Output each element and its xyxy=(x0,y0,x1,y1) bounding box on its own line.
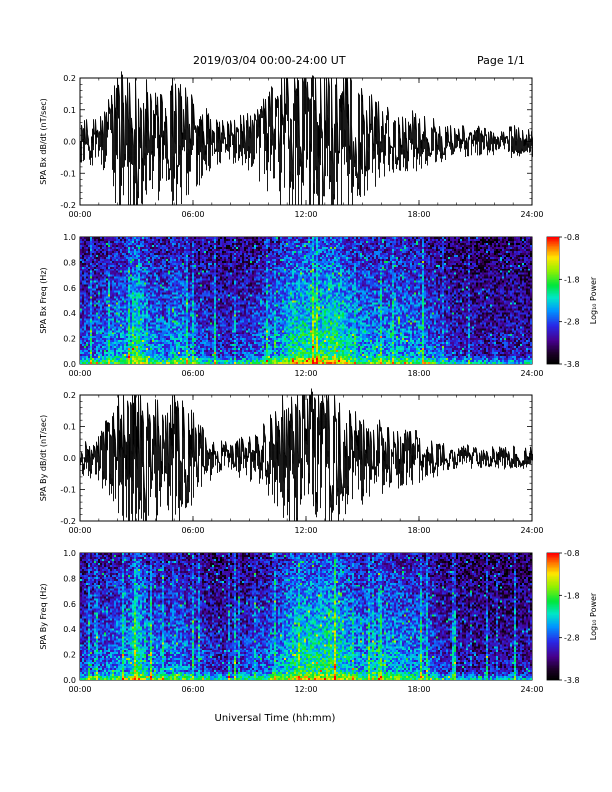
x-tick-label: 24:00 xyxy=(520,369,543,378)
series-line-3 xyxy=(80,388,533,522)
colorbar-2 xyxy=(547,237,559,364)
x-tick-label: 24:00 xyxy=(520,685,543,694)
y-tick-label: -0.1 xyxy=(60,169,76,178)
x-tick-label: 06:00 xyxy=(181,210,204,219)
y-tick-label: 1.0 xyxy=(63,549,76,558)
y-tick-label: 0.1 xyxy=(63,106,76,115)
x-tick-label: 00:00 xyxy=(68,210,91,219)
x-tick-label: 00:00 xyxy=(68,526,91,535)
y-tick-label: 0.8 xyxy=(63,258,76,267)
colorbar-tick-label: -2.8 xyxy=(564,318,580,327)
x-axis-label: Universal Time (hh:mm) xyxy=(215,713,336,724)
y-tick-label: 0.6 xyxy=(63,600,76,609)
y-axis-label: SPA Bx Freq (Hz) xyxy=(39,267,48,333)
x-tick-label: 18:00 xyxy=(407,526,430,535)
y-tick-label: 0.0 xyxy=(63,138,76,147)
page-number: Page 1/1 xyxy=(477,54,525,67)
x-tick-label: 18:00 xyxy=(407,210,430,219)
x-tick-label: 12:00 xyxy=(294,526,317,535)
series-line-1 xyxy=(80,71,533,205)
y-tick-label: 0.6 xyxy=(63,284,76,293)
y-axis-label: SPA By Freq (Hz) xyxy=(39,583,48,649)
y-tick-label: 0.8 xyxy=(63,574,76,583)
y-tick-label: 0.0 xyxy=(63,454,76,463)
colorbar-tick-label: -0.8 xyxy=(564,233,580,242)
spectrogram-4 xyxy=(80,553,532,680)
x-tick-label: 06:00 xyxy=(181,685,204,694)
x-tick-label: 00:00 xyxy=(68,685,91,694)
colorbar-tick-label: -1.8 xyxy=(564,275,580,284)
x-tick-label: 06:00 xyxy=(181,526,204,535)
colorbar-4 xyxy=(547,553,559,680)
y-tick-label: -0.2 xyxy=(60,517,76,526)
x-tick-label: 00:00 xyxy=(68,369,91,378)
y-tick-label: 0.2 xyxy=(63,391,76,400)
x-tick-label: 06:00 xyxy=(181,369,204,378)
y-tick-label: -0.2 xyxy=(60,201,76,210)
x-tick-label: 12:00 xyxy=(294,369,317,378)
y-tick-label: 0.2 xyxy=(63,651,76,660)
y-tick-label: -0.1 xyxy=(60,486,76,495)
y-tick-label: 1.0 xyxy=(63,233,76,242)
y-axis-label: SPA Bx dB/dt (nT/sec) xyxy=(39,98,48,185)
colorbar-tick-label: -1.8 xyxy=(564,591,580,600)
colorbar-tick-label: -3.8 xyxy=(564,360,580,369)
x-tick-label: 18:00 xyxy=(407,369,430,378)
colorbar-tick-label: -3.8 xyxy=(564,676,580,685)
x-tick-label: 12:00 xyxy=(294,685,317,694)
y-tick-label: 0.0 xyxy=(63,676,76,685)
y-tick-label: 0.4 xyxy=(63,309,76,318)
colorbar-tick-label: -0.8 xyxy=(564,549,580,558)
y-tick-label: 0.4 xyxy=(63,625,76,634)
y-tick-label: 0.0 xyxy=(63,360,76,369)
spectrogram-2 xyxy=(80,237,532,364)
x-tick-label: 24:00 xyxy=(520,526,543,535)
colorbar-tick-label: -2.8 xyxy=(564,634,580,643)
figure-title: 2019/03/04 00:00-24:00 UT xyxy=(193,54,346,67)
x-tick-label: 24:00 xyxy=(520,210,543,219)
x-tick-label: 18:00 xyxy=(407,685,430,694)
y-axis-label: SPA By dB/dt (nT/sec) xyxy=(39,415,48,502)
y-tick-label: 0.2 xyxy=(63,74,76,83)
colorbar-label: Log₁₀ Power xyxy=(589,592,598,640)
colorbar-label: Log₁₀ Power xyxy=(589,276,598,324)
x-tick-label: 12:00 xyxy=(294,210,317,219)
y-tick-label: 0.1 xyxy=(63,423,76,432)
y-tick-label: 0.2 xyxy=(63,335,76,344)
